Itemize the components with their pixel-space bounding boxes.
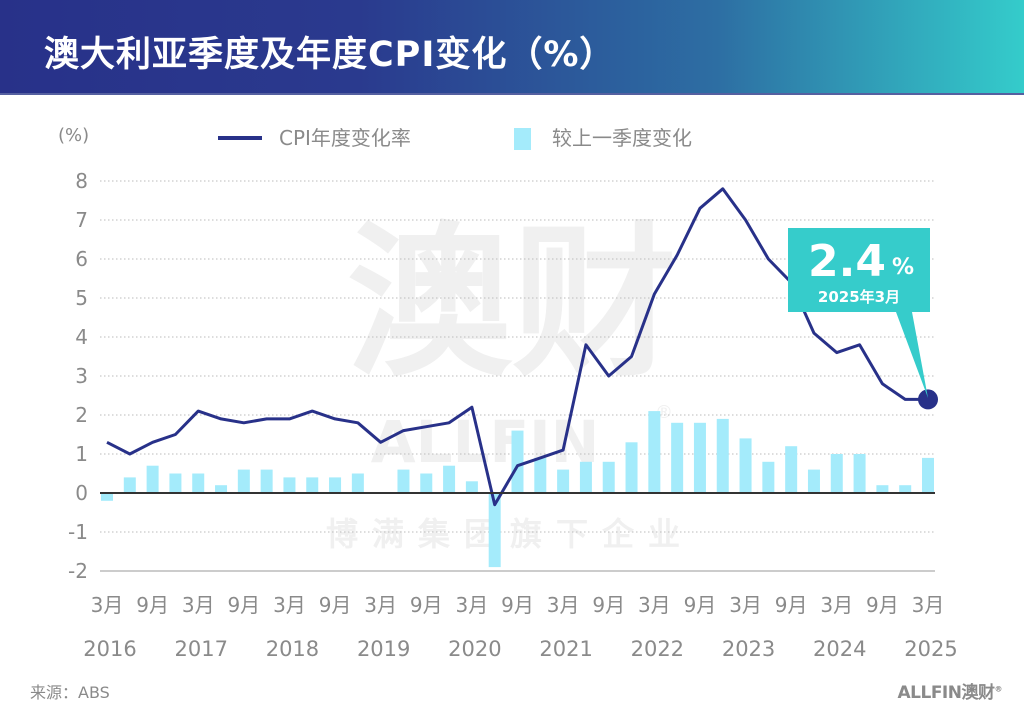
x-year-label: 2019 [357, 637, 410, 661]
y-tick-label: 8 [75, 169, 88, 193]
source-note: 来源：ABS [30, 683, 110, 702]
bar-quarterly [260, 469, 273, 493]
bar-quarterly [716, 418, 729, 493]
bar-quarterly [785, 446, 798, 493]
bar-quarterly [899, 485, 912, 493]
x-tick-label: 3月 [912, 593, 945, 617]
x-tick-label: 9月 [319, 593, 352, 617]
bar-quarterly [830, 454, 843, 493]
latest-point-marker [918, 389, 938, 410]
brand-logo-text: ALLFIN澳财 [897, 683, 996, 703]
callout: 2.4 % 2025年3月 [788, 228, 930, 398]
brand-logo-mark: ® [994, 684, 1003, 694]
x-year-label: 2020 [448, 637, 501, 661]
watermark-main: 澳财 [347, 207, 677, 399]
x-tick-label: 3月 [547, 593, 580, 617]
x-tick-label: 9月 [136, 593, 169, 617]
bar-quarterly [488, 493, 501, 568]
legend: (%) CPI年度变化率 较上一季度变化 [58, 125, 692, 150]
y-tick-label: 0 [75, 481, 88, 505]
x-tick-label: 9月 [775, 593, 808, 617]
bar-quarterly [351, 473, 364, 493]
x-tick-label: 3月 [182, 593, 215, 617]
bar-quarterly [579, 461, 592, 493]
bar-quarterly [397, 469, 410, 493]
bar-quarterly [762, 461, 775, 493]
bar-quarterly [101, 493, 113, 501]
x-year-label: 2024 [813, 637, 866, 661]
x-tick-label: 3月 [729, 593, 762, 617]
callout-box [788, 228, 930, 398]
x-year-label: 2018 [266, 637, 319, 661]
legend-label-quarterly: 较上一季度变化 [552, 126, 692, 150]
x-tick-label: 9月 [501, 593, 534, 617]
bar-quarterly [807, 469, 820, 493]
bar-quarterly [146, 465, 159, 493]
callout-unit: % [892, 255, 914, 280]
x-tick-label: 9月 [592, 593, 625, 617]
x-tick-label: 3月 [456, 593, 489, 617]
bar-quarterly [534, 457, 547, 493]
bar-quarterly [420, 473, 433, 493]
bar-quarterly [625, 442, 638, 493]
bar-quarterly [465, 481, 478, 493]
bar-quarterly [648, 411, 661, 493]
y-tick-label: -2 [68, 559, 88, 583]
x-year-label: 2021 [539, 637, 592, 661]
x-tick-label: 3月 [364, 593, 397, 617]
y-tick-label: 3 [75, 364, 88, 388]
bar-quarterly [693, 422, 706, 493]
bar-quarterly [215, 485, 228, 493]
x-year-label: 2023 [722, 637, 775, 661]
callout-date: 2025年3月 [818, 288, 900, 306]
x-year-label: 2016 [83, 637, 136, 661]
bar-quarterly [123, 477, 136, 493]
x-tick-label: 3月 [638, 593, 671, 617]
header-banner: 澳大利亚季度及年度CPI变化（%） [0, 0, 1024, 95]
y-tick-label: -1 [68, 520, 88, 544]
watermark-sub: 博满集团旗下企业 [326, 515, 694, 553]
y-tick-label: 5 [75, 286, 88, 310]
bar-quarterly [237, 469, 250, 493]
x-tick-label: 9月 [410, 593, 443, 617]
x-year-label: 2025 [904, 637, 957, 661]
y-axis-unit: (%) [58, 125, 89, 146]
x-year-label: 2022 [631, 637, 684, 661]
y-tick-label: 2 [75, 403, 88, 427]
y-tick-label: 6 [75, 247, 88, 271]
bar-quarterly [443, 465, 456, 493]
x-year-label: 2017 [174, 637, 227, 661]
bar-quarterly [192, 473, 205, 493]
x-tick-label: 9月 [684, 593, 717, 617]
brand-logo: ALLFIN澳财® [898, 678, 1003, 703]
legend-bar-swatch [514, 128, 531, 150]
x-tick-label: 3月 [91, 593, 124, 617]
y-tick-label: 4 [75, 325, 88, 349]
legend-label-annual: CPI年度变化率 [279, 126, 411, 150]
bar-quarterly [922, 457, 934, 493]
bar-quarterly [876, 485, 889, 493]
bar-quarterly [602, 461, 615, 493]
bar-quarterly [671, 422, 684, 493]
y-tick-label: 7 [75, 208, 88, 232]
chart-title: 澳大利亚季度及年度CPI变化（%） [44, 35, 616, 75]
bar-quarterly [739, 438, 752, 493]
callout-value: 2.4 [808, 236, 886, 287]
bar-quarterly [283, 477, 296, 493]
bar-quarterly [329, 477, 342, 493]
bar-quarterly [557, 469, 570, 493]
x-tick-label: 9月 [866, 593, 899, 617]
bar-quarterly [853, 454, 866, 493]
bar-quarterly [511, 430, 524, 493]
bar-quarterly [169, 473, 182, 493]
x-tick-label: 9月 [227, 593, 260, 617]
y-tick-label: 1 [75, 442, 88, 466]
x-tick-label: 3月 [273, 593, 306, 617]
bar-quarterly [306, 477, 319, 493]
x-tick-label: 3月 [820, 593, 853, 617]
